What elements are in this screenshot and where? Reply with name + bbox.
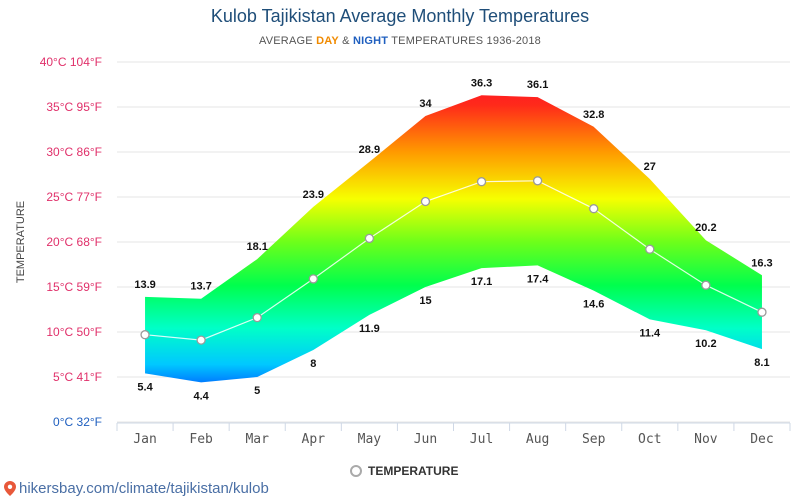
temperature-point[interactable] [364,233,375,244]
y-tick-label: 10°C 50°F [46,325,102,339]
y-tick-label: 0°C 32°F [53,415,102,429]
footer-link[interactable]: hikersbay.com/climate/tajikistan/kulob [4,480,269,497]
night-value-label: 17.1 [471,276,492,288]
temperature-point[interactable] [645,244,655,254]
band-layer [145,95,762,383]
x-tick-label: Dec [750,432,773,447]
day-value-label: 13.9 [134,279,155,291]
y-tick-label: 5°C 41°F [53,370,102,384]
location-pin-icon [4,481,16,496]
night-value-label: 10.2 [695,338,716,350]
temperature-point[interactable] [589,204,599,214]
x-tick-label: Aug [526,432,549,447]
day-value-label: 27 [644,161,656,173]
y-tick-label: 25°C 77°F [46,190,102,204]
day-value-label: 36.3 [471,77,492,89]
x-tick-label: Jun [414,432,437,447]
subtitle-prefix: AVERAGE [259,35,313,47]
x-tick-label: Feb [189,432,213,447]
label-layer: 13.9 13.7 18.1 23.9 28.9 34 36.3 36.1 32.8 27 20.2… [134,77,772,402]
y-tick-label: 15°C 59°F [46,280,102,294]
temperature-point[interactable] [252,312,262,323]
y-tick-label: 20°C 68°F [46,235,102,249]
x-tick-label: Jul [470,432,493,447]
y-axis-title: TEMPERATURE [15,201,27,283]
temperature-chart: 13.9 13.7 18.1 23.9 28.9 34 36.3 36.1 32.8 27 20.2… [15,55,791,447]
temperature-point[interactable] [476,177,487,187]
y-tick-label: 35°C 95°F [46,100,102,114]
temperature-point[interactable] [420,196,431,207]
day-value-label: 34 [419,98,432,110]
night-value-label: 11.9 [359,323,380,335]
temperature-line [144,180,763,341]
axis-layer: 40°C 104°F 35°C 95°F 30°C 86°F 25°C 77°F 20°… [15,55,791,447]
night-value-label: 8 [310,358,316,370]
night-value-label: 15 [419,295,431,307]
temperature-point[interactable] [532,176,543,186]
night-value-label: 14.6 [583,299,604,311]
subtitle-day: DAY [316,35,339,47]
legend-dot-icon [350,465,362,477]
chart-subtitle: AVERAGE DAY & NIGHT TEMPERATURES 1936-20… [0,35,800,47]
night-value-label: 11.4 [639,327,661,339]
night-value-label: 8.1 [754,357,769,369]
night-value-label: 17.4 [527,273,549,285]
night-value-label: 5.4 [137,381,153,393]
day-value-label: 28.9 [359,144,380,156]
day-value-label: 18.1 [246,241,267,253]
temperature-point[interactable] [701,280,711,290]
night-value-label: 4.4 [193,390,209,402]
day-value-label: 23.9 [303,189,324,201]
day-night-band [145,95,762,383]
y-tick-label: 40°C 104°F [40,55,102,69]
subtitle-amp: & [342,35,350,47]
legend-label: TEMPERATURE [368,464,459,478]
chart-title: Kulob Tajikistan Average Monthly Tempera… [210,6,590,26]
x-tick-label: Mar [245,432,269,447]
subtitle-night: NIGHT [352,35,389,47]
x-tick-label: Apr [302,432,326,447]
y-tick-label: 30°C 86°F [46,145,102,159]
night-value-label: 5 [254,385,260,397]
day-value-label: 20.2 [695,222,716,234]
day-value-label: 13.7 [190,281,211,293]
subtitle-suffix: TEMPERATURES 1936-2018 [391,35,541,47]
x-tick-label: May [358,432,382,447]
x-tick-label: Oct [638,432,661,447]
temperature-point[interactable] [757,307,767,317]
day-value-label: 16.3 [751,257,772,269]
day-value-label: 32.8 [583,109,604,121]
x-tick-label: Sep [582,432,606,447]
line-layer [140,176,767,345]
temperature-point[interactable] [140,330,150,340]
chart-legend[interactable]: TEMPERATURE [350,464,458,478]
day-value-label: 36.1 [527,79,548,91]
footer-url: hikersbay.com/climate/tajikistan/kulob [19,480,269,497]
x-tick-label: Nov [694,432,718,447]
temperature-point[interactable] [308,274,318,284]
temperature-point[interactable] [196,335,206,345]
x-tick-label: Jan [133,432,156,447]
